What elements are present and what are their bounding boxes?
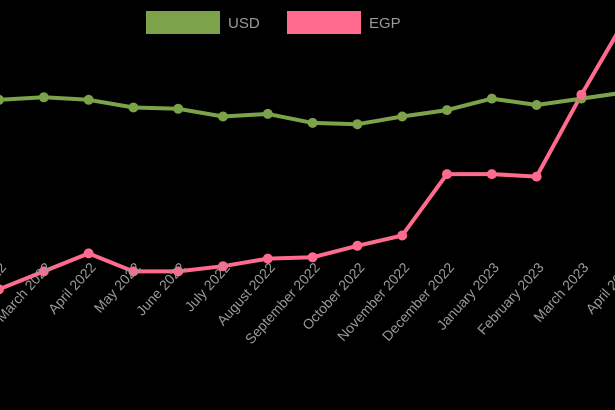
data-point-usd[interactable] — [442, 105, 452, 116]
data-point-usd[interactable] — [486, 93, 497, 104]
legend: USD EGP — [146, 11, 401, 34]
series-points — [0, 89, 587, 295]
series-line-usd — [0, 91, 615, 127]
legend-item-egp[interactable]: EGP — [287, 11, 401, 34]
data-point-egp[interactable] — [128, 266, 139, 277]
series-line-egp — [0, 33, 615, 292]
data-point-egp[interactable] — [83, 248, 94, 259]
data-point-usd[interactable] — [173, 103, 184, 114]
series-lines — [0, 33, 615, 292]
data-point-egp[interactable] — [218, 261, 228, 272]
data-point-usd[interactable] — [38, 92, 49, 103]
data-point-usd[interactable] — [307, 117, 318, 128]
data-point-egp[interactable] — [307, 252, 318, 263]
data-point-usd[interactable] — [218, 111, 228, 122]
data-point-egp[interactable] — [531, 171, 542, 182]
legend-swatch-usd — [146, 11, 220, 34]
data-point-usd[interactable] — [531, 100, 542, 110]
legend-item-usd[interactable]: USD — [146, 11, 260, 34]
data-point-usd[interactable] — [0, 94, 4, 105]
legend-label-usd: USD — [228, 15, 260, 32]
data-point-usd[interactable] — [262, 108, 273, 119]
data-point-usd[interactable] — [128, 102, 139, 113]
legend-swatch-egp — [287, 11, 361, 34]
data-point-egp[interactable] — [262, 253, 273, 264]
data-point-egp[interactable] — [38, 266, 49, 277]
data-point-egp[interactable] — [352, 240, 363, 251]
data-point-egp[interactable] — [173, 266, 184, 277]
data-point-egp[interactable] — [442, 169, 452, 180]
data-point-egp[interactable] — [486, 169, 497, 180]
data-point-usd[interactable] — [397, 111, 408, 122]
data-point-egp[interactable] — [576, 89, 587, 100]
data-point-usd[interactable] — [83, 94, 94, 105]
data-point-usd[interactable] — [352, 119, 363, 130]
data-point-egp[interactable] — [0, 284, 4, 295]
data-point-egp[interactable] — [397, 230, 408, 241]
legend-label-egp: EGP — [369, 15, 401, 32]
